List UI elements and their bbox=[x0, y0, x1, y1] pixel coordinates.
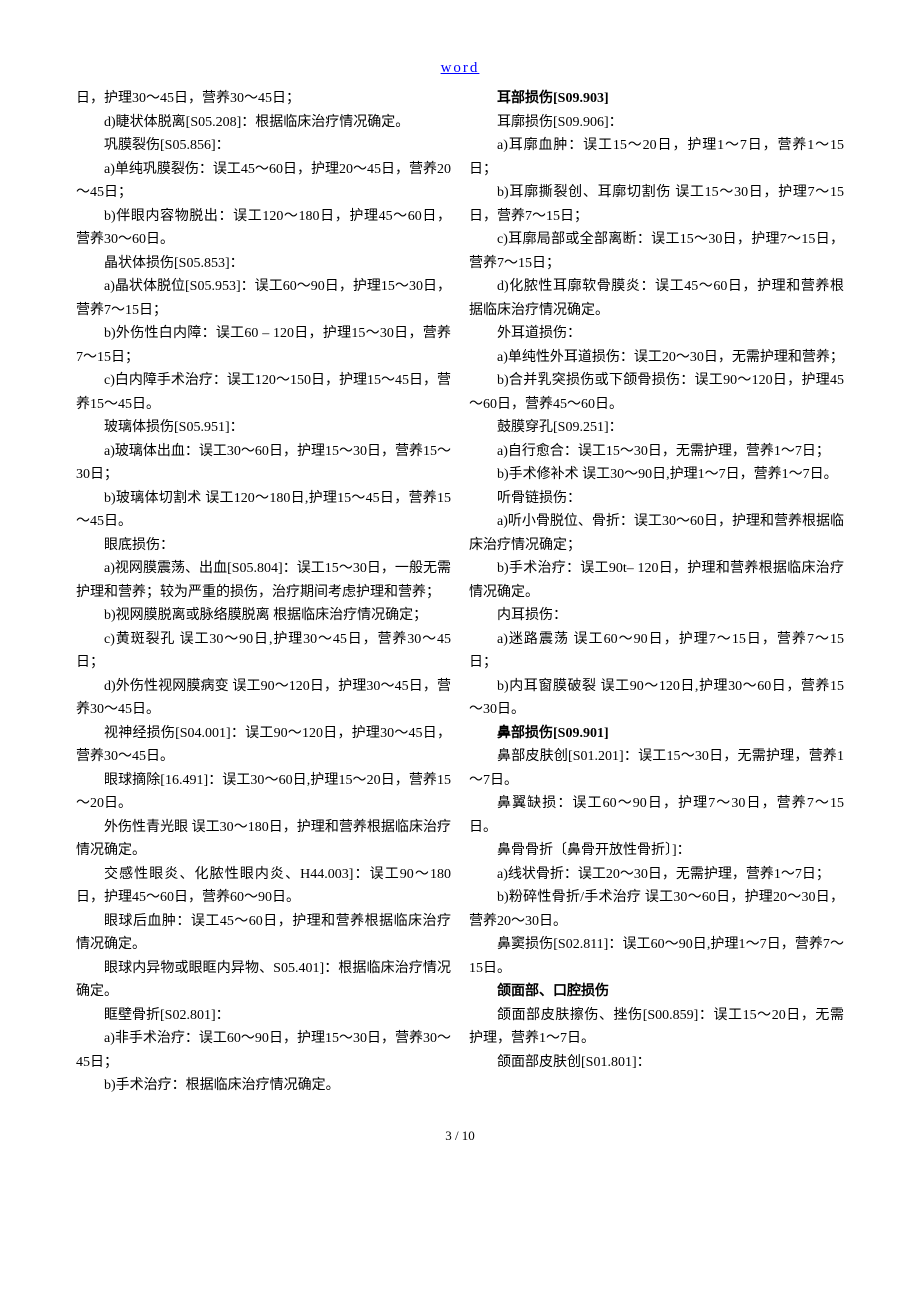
paragraph: 鼻部皮肤创[S01.201]：误工15～30日，无需护理，营养1～7日。 bbox=[469, 745, 844, 792]
paragraph: a)线状骨折：误工20～30日，无需护理，营养1～7日； bbox=[469, 863, 844, 887]
paragraph: b)手术治疗：根据临床治疗情况确定。 bbox=[76, 1074, 451, 1098]
paragraph: c)白内障手术治疗：误工120～150日，护理15～45日，营养15～45日。 bbox=[76, 369, 451, 416]
paragraph: 眼底损伤： bbox=[76, 534, 451, 558]
paragraph: a)单纯性外耳道损伤：误工20～30日，无需护理和营养； bbox=[469, 346, 844, 370]
right-column: 耳部损伤[S09.903]耳廓损伤[S09.906]：a)耳廓血肿：误工15～2… bbox=[469, 87, 844, 1098]
paragraph: a)迷路震荡 误工60～90日，护理7～15日，营养7～15日； bbox=[469, 628, 844, 675]
paragraph: 眼球摘除[16.491]：误工30～60日,护理15～20日，营养15～20日。 bbox=[76, 769, 451, 816]
paragraph: 外伤性青光眼 误工30～180日，护理和营养根据临床治疗情况确定。 bbox=[76, 816, 451, 863]
paragraph: b)粉碎性骨折/手术治疗 误工30～60日，护理20～30日，营养20～30日。 bbox=[469, 886, 844, 933]
paragraph: 鼻窦损伤[S02.811]：误工60～90日,护理1～7日，营养7～15日。 bbox=[469, 933, 844, 980]
paragraph: d)化脓性耳廓软骨膜炎：误工45～60日，护理和营养根据临床治疗情况确定。 bbox=[469, 275, 844, 322]
paragraph: 日，护理30～45日，营养30～45日； bbox=[76, 87, 451, 111]
paragraph: 内耳损伤： bbox=[469, 604, 844, 628]
paragraph: b)外伤性白内障：误工60 – 120日，护理15～30日，营养7～15日； bbox=[76, 322, 451, 369]
paragraph: 颌面部、口腔损伤 bbox=[469, 980, 844, 1004]
paragraph: 眼球内异物或眼眶内异物、S05.401]：根据临床治疗情况确定。 bbox=[76, 957, 451, 1004]
paragraph: a)听小骨脱位、骨折：误工30～60日，护理和营养根据临床治疗情况确定； bbox=[469, 510, 844, 557]
paragraph: b)玻璃体切割术 误工120～180日,护理15～45日，营养15～45日。 bbox=[76, 487, 451, 534]
paragraph: c)黄斑裂孔 误工30～90日,护理30～45日，营养30～45日； bbox=[76, 628, 451, 675]
paragraph: 耳廓损伤[S09.906]： bbox=[469, 111, 844, 135]
paragraph: a)视网膜震荡、出血[S05.804]：误工15～30日，一般无需护理和营养；较… bbox=[76, 557, 451, 604]
paragraph: 听骨链损伤： bbox=[469, 487, 844, 511]
paragraph: b)手术治疗：误工90t– 120日，护理和营养根据临床治疗情况确定。 bbox=[469, 557, 844, 604]
paragraph: 鼻骨骨折〔鼻骨开放性骨折〕]： bbox=[469, 839, 844, 863]
paragraph: a)耳廓血肿：误工15～20日，护理1～7日，营养1～15日； bbox=[469, 134, 844, 181]
paragraph: 鼻部损伤[S09.901] bbox=[469, 722, 844, 746]
paragraph: c)耳廓局部或全部离断：误工15～30日，护理7～15日，营养7～15日； bbox=[469, 228, 844, 275]
header-link[interactable]: word bbox=[76, 60, 844, 77]
paragraph: 交感性眼炎、化脓性眼内炎、H44.003]：误工90～180日，护理45～60日… bbox=[76, 863, 451, 910]
paragraph: b)内耳窗膜破裂 误工90～120日,护理30～60日，营养15～30日。 bbox=[469, 675, 844, 722]
two-column-layout: 日，护理30～45日，营养30～45日；d)睫状体脱离[S05.208]：根据临… bbox=[76, 87, 844, 1098]
paragraph: 眼球后血肿：误工45～60日，护理和营养根据临床治疗情况确定。 bbox=[76, 910, 451, 957]
paragraph: b)手术修补术 误工30～90日,护理1～7日，营养1～7日。 bbox=[469, 463, 844, 487]
paragraph: 鼓膜穿孔[S09.251]： bbox=[469, 416, 844, 440]
paragraph: a)单纯巩膜裂伤：误工45～60日，护理20～45日，营养20～45日； bbox=[76, 158, 451, 205]
paragraph: 外耳道损伤： bbox=[469, 322, 844, 346]
paragraph: b)耳廓撕裂创、耳廓切割伤 误工15～30日，护理7～15日，营养7～15日； bbox=[469, 181, 844, 228]
page-footer: 3 / 10 bbox=[76, 1128, 844, 1144]
paragraph: 视神经损伤[S04.001]：误工90～120日，护理30～45日，营养30～4… bbox=[76, 722, 451, 769]
paragraph: 眶壁骨折[S02.801]： bbox=[76, 1004, 451, 1028]
paragraph: 耳部损伤[S09.903] bbox=[469, 87, 844, 111]
paragraph: a)自行愈合：误工15～30日，无需护理，营养1～7日； bbox=[469, 440, 844, 464]
paragraph: b)伴眼内容物脱出：误工120～180日，护理45～60日，营养30～60日。 bbox=[76, 205, 451, 252]
paragraph: a)玻璃体出血：误工30～60日，护理15～30日，营养15～30日； bbox=[76, 440, 451, 487]
paragraph: a)非手术治疗：误工60～90日，护理15～30日，营养30～45日； bbox=[76, 1027, 451, 1074]
paragraph: 颌面部皮肤擦伤、挫伤[S00.859]：误工15～20日，无需护理，营养1～7日… bbox=[469, 1004, 844, 1051]
paragraph: a)晶状体脱位[S05.953]：误工60～90日，护理15～30日，营养7～1… bbox=[76, 275, 451, 322]
paragraph: d)外伤性视网膜病变 误工90～120日，护理30～45日，营养30～45日。 bbox=[76, 675, 451, 722]
paragraph: b)合并乳突损伤或下颌骨损伤：误工90～120日，护理45～60日，营养45～6… bbox=[469, 369, 844, 416]
paragraph: 鼻翼缺损：误工60～90日，护理7～30日，营养7～15日。 bbox=[469, 792, 844, 839]
left-column: 日，护理30～45日，营养30～45日；d)睫状体脱离[S05.208]：根据临… bbox=[76, 87, 451, 1098]
paragraph: d)睫状体脱离[S05.208]：根据临床治疗情况确定。 bbox=[76, 111, 451, 135]
paragraph: 晶状体损伤[S05.853]： bbox=[76, 252, 451, 276]
paragraph: b)视网膜脱离或脉络膜脱离 根据临床治疗情况确定； bbox=[76, 604, 451, 628]
paragraph: 颌面部皮肤创[S01.801]： bbox=[469, 1051, 844, 1075]
paragraph: 玻璃体损伤[S05.951]： bbox=[76, 416, 451, 440]
paragraph: 巩膜裂伤[S05.856]： bbox=[76, 134, 451, 158]
